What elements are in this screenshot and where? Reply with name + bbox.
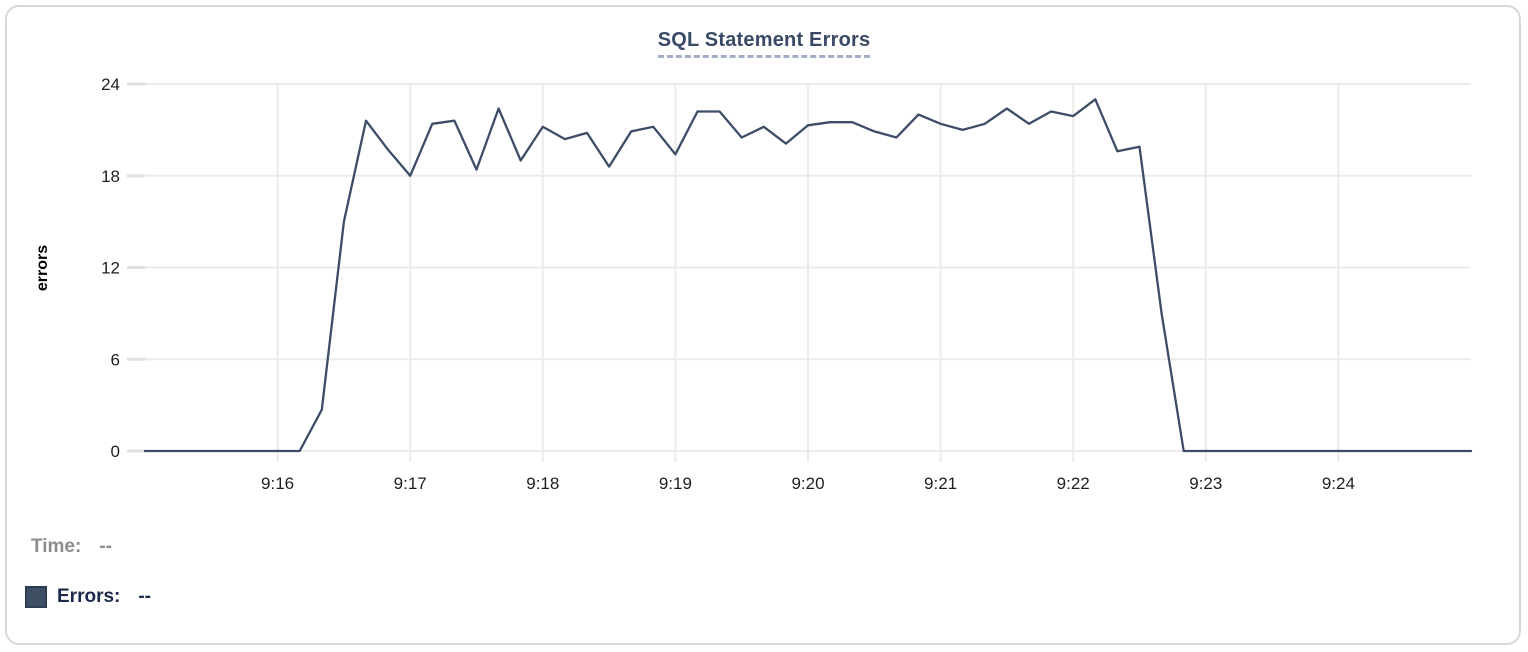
legend-errors-value: --	[138, 586, 152, 607]
legend-time-label: Time:	[31, 536, 82, 557]
chart-card	[5, 5, 1521, 645]
errors-series-line	[143, 98, 1473, 453]
x-tick-label: 9:24	[1322, 474, 1355, 493]
legend-time-value: --	[99, 536, 112, 557]
legend-errors-label: Errors:	[57, 586, 121, 607]
errors-chart-plot[interactable]: 0 6 12 18 24 9:16 9:17 9:18 9:19 9:20 9:21 9:22 9:23…	[0, 0, 1528, 515]
x-tick-label: 9:17	[394, 474, 427, 493]
chart-title[interactable]: SQL Statement Errors	[657, 29, 871, 58]
x-tick-label: 9:19	[659, 474, 692, 493]
x-tick-label: 9:18	[526, 474, 559, 493]
x-tick-label: 9:20	[791, 474, 824, 493]
chart-header: SQL Statement Errors	[0, 29, 1528, 58]
y-tick-label: 24	[101, 75, 120, 94]
x-tick-label: 9:22	[1057, 474, 1090, 493]
x-tick-label: 9:23	[1189, 474, 1222, 493]
y-tick-label: 0	[111, 442, 120, 461]
errors-series-swatch	[25, 586, 47, 608]
y-axis-title: errors	[34, 245, 51, 291]
y-tick-label: 18	[101, 167, 120, 186]
legend-errors-row[interactable]: Errors: --	[25, 586, 151, 608]
y-tick-label: 12	[101, 259, 120, 278]
x-tick-label: 9:21	[924, 474, 957, 493]
legend-time-row: Time: --	[31, 536, 112, 558]
y-tick-label: 6	[111, 350, 120, 369]
x-tick-label: 9:16	[261, 474, 294, 493]
